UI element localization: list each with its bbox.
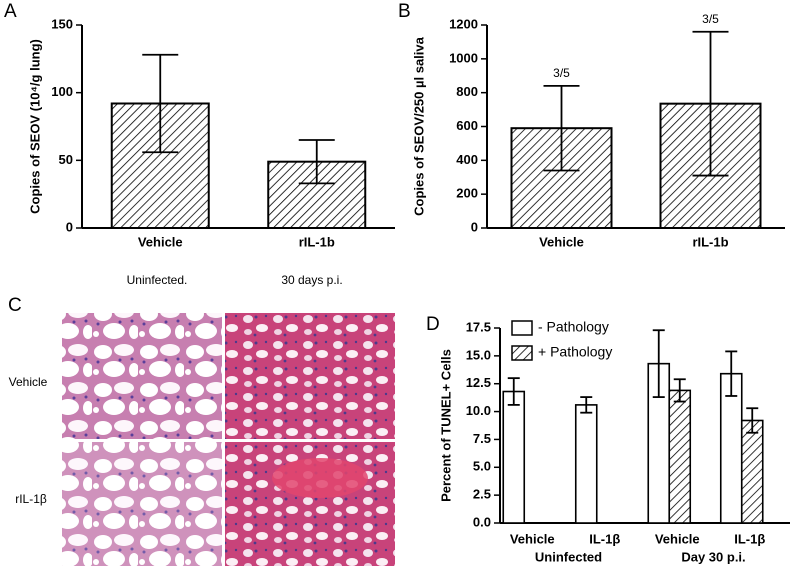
y-tick-label: 15.0 — [466, 347, 491, 362]
y-tick-label: 1000 — [449, 50, 478, 65]
x-tick-label: IL-1β — [734, 531, 765, 546]
y-tick-label: 150 — [51, 16, 73, 31]
bar — [740, 419, 764, 524]
panel-letter: B — [398, 1, 411, 22]
y-tick-label: 0 — [66, 219, 73, 234]
y-axis-label: Percent of TUNEL+ Cells — [438, 349, 453, 502]
x-tick-label: Vehicle — [655, 531, 700, 546]
panel-letter: A — [4, 1, 17, 22]
annotation: 3/5 — [553, 66, 570, 80]
legend-label: + Pathology — [538, 344, 612, 360]
bar — [668, 389, 692, 524]
row-label: rIL-1β — [15, 492, 47, 506]
y-tick-label: 100 — [51, 84, 73, 99]
bar — [502, 390, 526, 524]
micrograph — [62, 442, 222, 566]
y-tick-label: 1200 — [449, 16, 478, 31]
legend-label: - Pathology — [538, 319, 609, 335]
y-tick-label: 400 — [456, 152, 478, 167]
y-tick-label: 50 — [59, 152, 73, 167]
x-tick-label: rIL-1b — [299, 234, 335, 249]
y-tick-label: 12.5 — [466, 375, 491, 390]
legend-swatch — [511, 320, 533, 336]
annotation: 3/5 — [702, 12, 719, 26]
y-tick-label: 10.0 — [466, 403, 491, 418]
x-tick-label: Vehicle — [510, 531, 555, 546]
micrograph — [62, 313, 222, 439]
column-label: Uninfected. — [127, 273, 188, 287]
y-tick-label: 200 — [456, 186, 478, 201]
group-label: Uninfected — [535, 549, 602, 564]
hemorrhage — [272, 458, 368, 498]
x-tick-label: Vehicle — [539, 234, 584, 249]
legend-swatch — [511, 345, 533, 361]
y-tick-label: 800 — [456, 84, 478, 99]
y-tick-label: 7.5 — [473, 431, 491, 446]
x-tick-label: IL-1β — [589, 531, 620, 546]
x-tick-label: Vehicle — [138, 234, 183, 249]
micrograph — [225, 313, 395, 439]
row-label: Vehicle — [9, 375, 48, 389]
group-label: Day 30 p.i. — [681, 549, 745, 564]
bar — [574, 404, 598, 524]
panel-letter: C — [8, 295, 22, 316]
y-axis-label: Copies of SEOV/250 µl saliva — [411, 36, 426, 216]
y-tick-label: 17.5 — [466, 319, 491, 334]
y-tick-label: 600 — [456, 118, 478, 133]
y-tick-label: 2.5 — [473, 487, 491, 502]
y-axis-label: Copies of SEOV (10⁴/g lung) — [27, 39, 42, 214]
panel-letter: D — [426, 314, 440, 335]
y-tick-label: 5.0 — [473, 459, 491, 474]
x-tick-label: rIL-1b — [692, 234, 728, 249]
y-tick-label: 0 — [471, 219, 478, 234]
y-tick-label: 0.0 — [473, 514, 491, 529]
column-label: 30 days p.i. — [281, 273, 342, 287]
